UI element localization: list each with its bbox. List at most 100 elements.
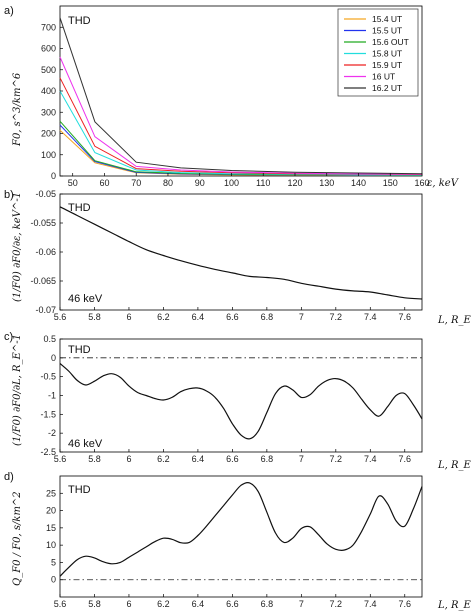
panel-b-series-group [59, 206, 423, 300]
x-tick-label: 5.8 [88, 599, 101, 609]
x-tick-label: 7.2 [330, 599, 343, 609]
legend-entry: 15.6 OUT [372, 37, 409, 47]
y-tick-label: 500 [41, 65, 56, 75]
y-tick-label: 200 [41, 129, 56, 139]
y-tick-label: 5 [51, 557, 56, 567]
y-tick-label: -1 [48, 391, 56, 401]
panel-d-ylabel: Q_F0 / F0, s/km^2 [12, 491, 23, 586]
series-line [59, 206, 423, 300]
x-tick-label: 5.6 [54, 599, 67, 609]
panel-c-y-ticks: 0.5 0 -0.5 -1 -1.5 -2 -2.5 [40, 334, 63, 457]
y-tick-label: -0.5 [40, 372, 56, 382]
x-tick-label: 80 [163, 178, 173, 188]
x-tick-label: 6 [126, 454, 131, 464]
y-tick-label: -0.07 [35, 305, 56, 315]
y-tick-label: 0 [51, 171, 56, 181]
panel-c-energy-label: 46 keV [68, 438, 103, 450]
x-tick-label: 6.8 [261, 599, 274, 609]
x-tick-label: 7.6 [399, 599, 412, 609]
panel-b-x-ticks: 5.6 5.8 6 6.2 6.4 6.6 6.8 7 7.2 7.4 7.6 [54, 307, 411, 322]
panel-b-xlabel: L, R_E [437, 315, 472, 326]
y-tick-label: 300 [41, 107, 56, 117]
panel-d-frame [59, 475, 423, 598]
series-line [59, 17, 423, 175]
panel-d-xlabel: L, R_E [437, 600, 472, 611]
panel-a-label: a) [4, 5, 14, 17]
x-tick-label: 140 [351, 178, 366, 188]
series-line [59, 129, 422, 176]
x-tick-label: 70 [131, 178, 141, 188]
legend-entry: 15.5 UT [372, 26, 402, 36]
x-tick-label: 90 [195, 178, 205, 188]
panel-b-ylabel: (1/F0) ∂F0/∂ε, keV^-1 [12, 192, 23, 302]
x-tick-label: 7 [299, 454, 304, 464]
series-line [59, 90, 423, 176]
x-tick-label: 6.6 [226, 312, 239, 322]
x-tick-label: 6.8 [261, 312, 274, 322]
panel-a: a) THD 50 60 70 80 90 100 110 120 130 140 150 160 0… [4, 5, 460, 189]
x-tick-label: 7 [299, 312, 304, 322]
y-tick-label: 700 [41, 22, 56, 32]
y-tick-label: -1.5 [40, 409, 56, 419]
panel-d-x-ticks: 5.6 5.8 6 6.2 6.4 6.6 6.8 7 7.2 7.4 7.6 [54, 594, 411, 609]
panel-a-x-ticks: 50 60 70 80 90 100 110 120 130 140 150 160 [68, 173, 430, 188]
legend-frame [337, 8, 419, 97]
y-tick-label: -0.06 [35, 247, 56, 257]
y-tick-label: 0.5 [43, 334, 56, 344]
y-tick-label: 20 [46, 506, 56, 516]
series-line [59, 363, 423, 440]
panel-b: b) THD 46 keV 5.6 5.8 6 6.2 6.4 6.6 6.8 7 7.2 7.4… [4, 189, 472, 326]
x-tick-label: 6.6 [226, 454, 239, 464]
x-tick-label: 6.8 [261, 454, 274, 464]
y-tick-label: 15 [46, 523, 56, 533]
series-line [59, 56, 423, 175]
x-tick-label: 150 [383, 178, 398, 188]
x-tick-label: 7.4 [364, 312, 377, 322]
x-tick-label: 7.2 [330, 312, 343, 322]
x-tick-label: 5.8 [88, 454, 101, 464]
panel-c-label: c) [4, 331, 13, 343]
panel-b-y-ticks: -0.05 -0.055 -0.06 -0.065 -0.07 [30, 189, 63, 315]
y-tick-label: -2 [48, 428, 56, 438]
panel-a-xlabel: ε, keV [427, 178, 460, 189]
series-line [59, 481, 423, 577]
x-tick-label: 6.6 [226, 599, 239, 609]
panel-a-annotation: THD [68, 15, 91, 27]
x-tick-label: 6.4 [192, 454, 205, 464]
panel-c-series-group [59, 363, 423, 440]
panel-c-annotation: THD [68, 344, 91, 356]
y-tick-label: 10 [46, 540, 56, 550]
x-tick-label: 6 [126, 312, 131, 322]
panel-b-energy-label: 46 keV [68, 293, 103, 305]
panel-d-y-ticks: 0 5 10 15 20 25 [46, 488, 63, 585]
panel-b-annotation: THD [68, 202, 91, 214]
y-tick-label: -0.065 [30, 276, 56, 286]
panel-c-x-ticks: 5.6 5.8 6 6.2 6.4 6.6 6.8 7 7.2 7.4 7.6 [54, 449, 411, 464]
legend-entry: 16.2 UT [372, 83, 402, 93]
legend-entry: 15.8 UT [372, 49, 402, 59]
x-tick-label: 5.6 [54, 454, 67, 464]
x-tick-label: 7.6 [399, 454, 412, 464]
x-tick-label: 6.4 [192, 312, 205, 322]
panel-a-series-group [59, 17, 423, 176]
x-tick-label: 6 [126, 599, 131, 609]
x-tick-label: 7.4 [364, 599, 377, 609]
y-tick-label: -0.055 [30, 218, 56, 228]
x-tick-label: 110 [256, 178, 270, 188]
panel-d-label: d) [4, 471, 14, 483]
panel-b-frame [59, 193, 423, 311]
panel-a-y-ticks: 0 100 200 300 400 500 600 700 [41, 22, 63, 181]
y-tick-label: 400 [41, 86, 56, 96]
panel-d-series-group [59, 481, 423, 577]
legend-entry: 15.9 UT [372, 60, 402, 70]
y-tick-label: 25 [46, 488, 56, 498]
x-tick-label: 100 [224, 178, 239, 188]
panel-c: c) THD 46 keV 5.6 5.8 6 6.2 6.4 6.6 6.8 7 7.2 7.4… [4, 331, 472, 471]
y-tick-label: 0 [51, 575, 56, 585]
panel-c-xlabel: L, R_E [437, 460, 472, 471]
x-tick-label: 160 [414, 178, 429, 188]
legend-entry: 15.4 UT [372, 14, 402, 24]
x-tick-label: 130 [319, 178, 334, 188]
